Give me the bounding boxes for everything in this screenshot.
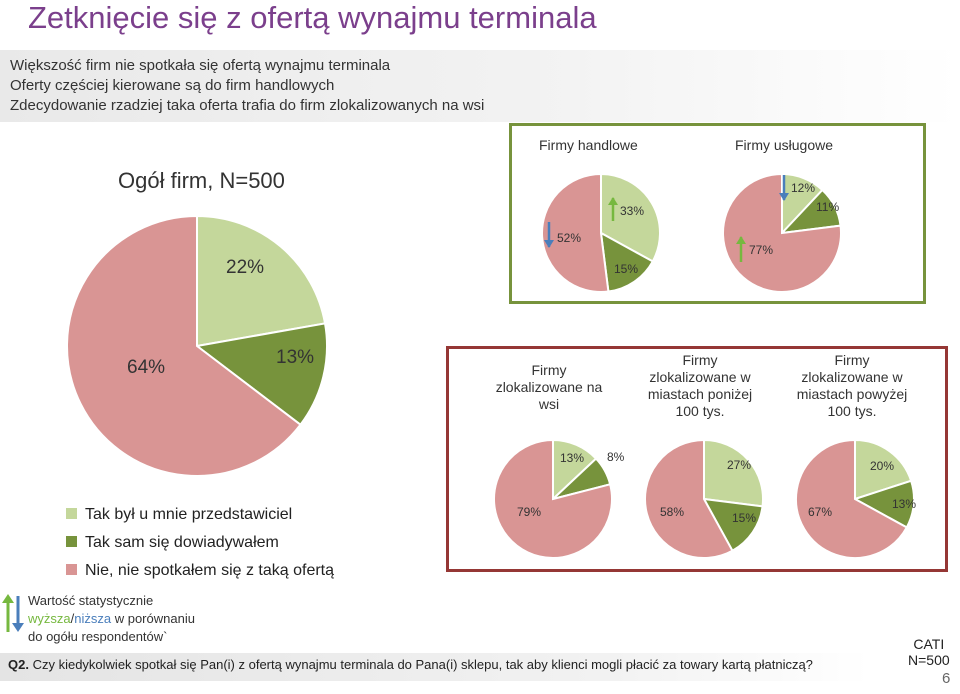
legend-item-was-visited: Tak był u mnie przedstawiciel: [66, 506, 292, 524]
slice-was-visited: [854, 438, 913, 501]
data-label: 67%: [808, 505, 833, 519]
legend-item-self-inquired: Tak sam się dowiadywałem: [66, 534, 279, 552]
sector-group-box: [509, 123, 926, 304]
higher-arrow-icon-head: [736, 236, 746, 244]
intro-line-2: Oferty częściej kierowane są do firm han…: [10, 77, 335, 94]
data-label: 79%: [517, 505, 542, 519]
method-name: CATI: [913, 636, 945, 652]
slice-never-met: [66, 214, 302, 477]
intro-panel: Większość firm nie spotkała się ofertą w…: [0, 50, 960, 122]
legend-item-never-met: Nie, nie spotkałem się z taką ofertą: [66, 562, 334, 580]
location-group-box: [446, 346, 948, 572]
slice-never-met: [493, 438, 613, 559]
higher-arrow-icon-head: [608, 197, 618, 205]
data-label: 77%: [749, 243, 774, 257]
note-rest: w porównaniu: [111, 611, 195, 626]
data-label: 15%: [614, 262, 639, 276]
pie-title-all: Ogół firm, N=500: [118, 168, 285, 193]
slice-never-met: [722, 172, 842, 293]
data-label: 20%: [870, 459, 895, 473]
data-label: 11%: [816, 200, 840, 214]
slice-self-inquired: [702, 497, 764, 553]
pie-title-small-city: Firmy zlokalizowane w miastach poniżej 1…: [647, 352, 753, 419]
data-label: 13%: [892, 497, 917, 511]
legend-swatch: [66, 536, 77, 547]
legend-label: Tak sam się dowiadywałem: [85, 534, 279, 551]
pie-title-big-city: Firmy zlokalizowane w miastach powyżej 1…: [796, 352, 908, 419]
data-label: 33%: [620, 204, 645, 218]
slash: /: [70, 611, 75, 626]
significance-note-line-3: do ogółu respondentów`: [28, 629, 168, 644]
lower-label: niższa: [74, 611, 112, 626]
data-label: 13%: [276, 347, 315, 368]
lower-arrow-icon-head: [779, 193, 789, 201]
significance-note-line-2: wyższa/niższa w porównaniu: [28, 611, 195, 626]
higher-label: wyższa: [28, 611, 71, 626]
question-body: Czy kiedykolwiek spotkał się Pan(i) z of…: [28, 657, 813, 672]
question-label: Q2.: [8, 657, 29, 672]
data-label: 52%: [557, 231, 582, 245]
question-bar: [0, 653, 870, 681]
sample-size: N=500: [908, 652, 950, 668]
lower-arrow-icon-head: [544, 240, 554, 248]
data-label: 64%: [127, 357, 166, 378]
legend-label: Nie, nie spotkałem się z taką ofertą: [85, 562, 335, 579]
pie-title-services: Firmy usługowe: [735, 137, 834, 153]
data-label: 22%: [226, 257, 265, 278]
slice-never-met: [795, 438, 909, 559]
data-label: 58%: [660, 505, 685, 519]
slice-was-visited: [196, 214, 327, 348]
slice-self-inquired: [194, 322, 328, 427]
legend-swatch: [66, 508, 77, 519]
data-label: 8%: [607, 450, 625, 464]
page-number: 6: [942, 670, 951, 687]
question-text: Q2. Czy kiedykolwiek spotkał się Pan(i) …: [8, 657, 813, 672]
slice-self-inquired: [599, 231, 655, 293]
slice-was-visited: [703, 438, 764, 508]
significance-note-line-1: Wartość statystycznie: [28, 593, 154, 608]
intro-line-3: Zdecydowanie rzadziej taka oferta trafia…: [10, 97, 485, 114]
slice-never-met: [541, 172, 610, 293]
page-title: Zetknięcie się z ofertą wynajmu terminal…: [28, 0, 597, 35]
data-label: 15%: [732, 511, 757, 525]
method-label: CATI N=500: [908, 636, 950, 668]
data-label: 12%: [791, 181, 816, 195]
data-label: 13%: [560, 451, 585, 465]
intro-line-1: Większość firm nie spotkała się ofertą w…: [10, 57, 391, 74]
legend-swatch: [66, 564, 77, 575]
slice-was-visited: [600, 172, 661, 263]
slice-never-met: [644, 438, 734, 559]
data-label: 27%: [727, 458, 752, 472]
significance-arrows-icon: [2, 594, 24, 632]
pie-title-village: Firmy zlokalizowane na wsi: [495, 362, 603, 412]
legend-label: Tak był u mnie przedstawiciel: [85, 506, 293, 523]
pie-title-trade: Firmy handlowe: [539, 137, 638, 153]
